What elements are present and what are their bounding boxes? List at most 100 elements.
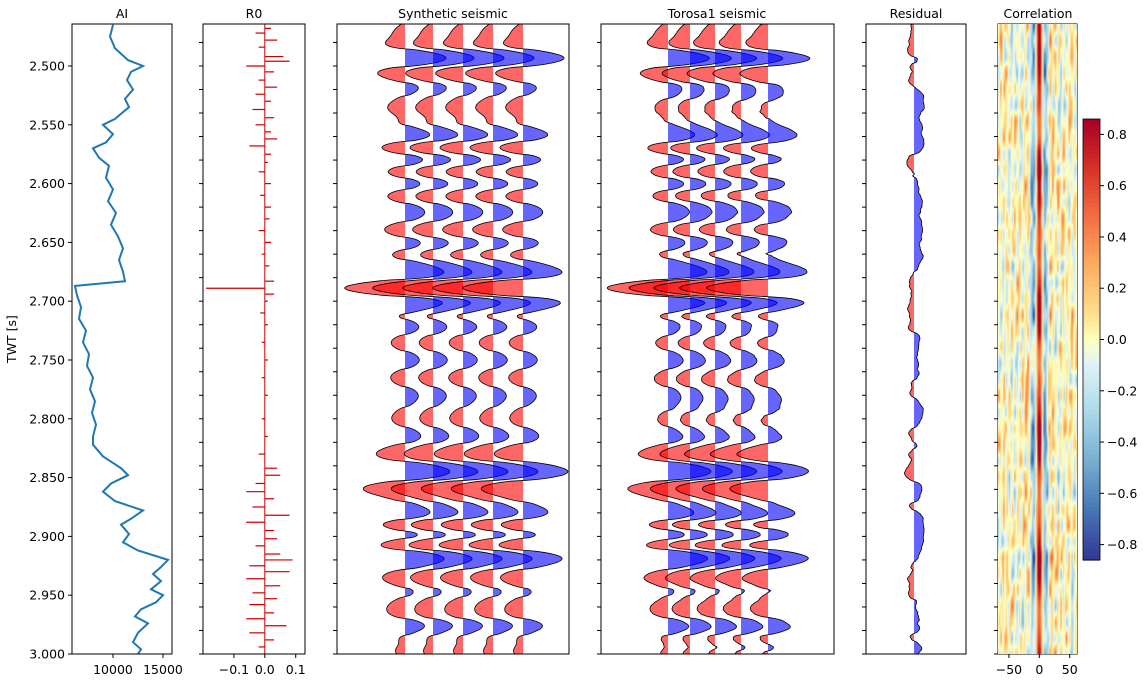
colorbar-segment bbox=[1083, 220, 1100, 226]
colorbar-segment bbox=[1083, 308, 1100, 314]
colorbar-segment bbox=[1083, 352, 1100, 358]
colorbar-segment bbox=[1083, 529, 1100, 535]
synthetic-trace-positive-fill bbox=[493, 24, 538, 654]
r0-title: R0 bbox=[246, 6, 263, 21]
colorbar-segment bbox=[1083, 242, 1100, 248]
colorbar-segment bbox=[1083, 264, 1100, 270]
colorbar-segment bbox=[1083, 432, 1100, 438]
x-tick-label: 10000 bbox=[93, 662, 133, 677]
colorbar-segment bbox=[1083, 445, 1100, 451]
torosa-trace-wiggle bbox=[628, 23, 733, 655]
synthetic-trace-wiggle bbox=[344, 23, 451, 655]
colorbar-segment bbox=[1083, 216, 1100, 222]
y-tick-label: 2.550 bbox=[29, 117, 65, 132]
synthetic-trace-wiggle bbox=[462, 23, 569, 655]
colorbar-segment bbox=[1083, 383, 1100, 389]
colorbar-tick-label: 0.0 bbox=[1107, 332, 1127, 347]
synthetic-trace-negative-fill bbox=[432, 24, 493, 655]
colorbar-segment bbox=[1083, 167, 1100, 173]
colorbar-segment bbox=[1083, 224, 1100, 230]
colorbar-segment bbox=[1083, 193, 1100, 199]
synthetic-trace-negative-fill bbox=[462, 24, 523, 655]
colorbar-segment bbox=[1083, 290, 1100, 296]
colorbar-segment bbox=[1083, 427, 1100, 433]
colorbar-segment bbox=[1083, 229, 1100, 235]
colorbar-segment bbox=[1083, 260, 1100, 266]
colorbar-segment bbox=[1083, 436, 1100, 442]
colorbar-tick-label: −0.4 bbox=[1107, 435, 1137, 450]
synthetic-trace-positive-fill bbox=[523, 24, 568, 654]
colorbar-segment bbox=[1083, 537, 1100, 543]
colorbar-segment bbox=[1083, 339, 1100, 345]
colorbar-segment bbox=[1083, 370, 1100, 376]
torosa-trace-wiggle bbox=[679, 23, 784, 655]
colorbar-segment bbox=[1083, 198, 1100, 204]
torosa-title: Torosa1 seismic bbox=[667, 6, 767, 21]
colorbar-segment bbox=[1083, 418, 1100, 424]
colorbar-segment bbox=[1083, 449, 1100, 455]
torosa-trace-negative-fill bbox=[607, 24, 668, 655]
y-tick-label: 2.650 bbox=[29, 235, 65, 250]
colorbar-segment bbox=[1083, 396, 1100, 402]
colorbar-segment bbox=[1083, 489, 1100, 495]
synthetic-trace-wiggle bbox=[372, 23, 479, 655]
colorbar-segment bbox=[1083, 493, 1100, 499]
colorbar-segment bbox=[1083, 520, 1100, 526]
colorbar-segment bbox=[1083, 551, 1100, 557]
torosa-trace-positive-fill bbox=[668, 24, 711, 654]
colorbar-segment bbox=[1083, 246, 1100, 252]
x-tick-label: 0.0 bbox=[255, 662, 275, 677]
ai-title: AI bbox=[116, 6, 128, 21]
colorbar-segment bbox=[1083, 189, 1100, 195]
colorbar-segment bbox=[1083, 286, 1100, 292]
colorbar-segment bbox=[1083, 304, 1100, 310]
colorbar-segment bbox=[1083, 414, 1100, 420]
colorbar-tick-label: −0.8 bbox=[1107, 537, 1137, 552]
torosa-trace-positive-fill bbox=[690, 24, 733, 654]
colorbar-segment bbox=[1083, 176, 1100, 182]
colorbar-tick-label: 0.8 bbox=[1107, 127, 1127, 142]
colorbar-segment bbox=[1083, 145, 1100, 151]
torosa-trace-positive-fill bbox=[715, 24, 757, 654]
colorbar-segment bbox=[1083, 326, 1100, 332]
colorbar-segment bbox=[1083, 136, 1100, 142]
axes-frame bbox=[71, 23, 173, 655]
torosa-trace-negative-fill bbox=[629, 24, 690, 655]
colorbar-segment bbox=[1083, 295, 1100, 301]
colorbar-segment bbox=[1083, 171, 1100, 177]
colorbar-segment bbox=[1083, 282, 1100, 288]
colorbar-segment bbox=[1083, 317, 1100, 323]
y-tick-label: 3.000 bbox=[29, 647, 65, 662]
colorbar-segment bbox=[1083, 458, 1100, 464]
axes-frame bbox=[202, 23, 306, 655]
colorbar-segment bbox=[1083, 321, 1100, 327]
y-tick-label: 2.600 bbox=[29, 176, 65, 191]
colorbar-segment bbox=[1083, 233, 1100, 239]
synthetic-trace-positive-fill bbox=[405, 24, 450, 654]
colorbar-segment bbox=[1083, 379, 1100, 385]
colorbar-segment bbox=[1083, 476, 1100, 482]
y-tick-label: 2.750 bbox=[29, 352, 65, 367]
synthetic-trace-negative-fill bbox=[372, 24, 433, 655]
colorbar-segment bbox=[1083, 401, 1100, 407]
colorbar-segment bbox=[1083, 502, 1100, 508]
torosa-trace-negative-fill bbox=[654, 24, 715, 655]
colorbar-segment bbox=[1083, 546, 1100, 552]
colorbar-segment bbox=[1083, 485, 1100, 491]
colorbar-segment bbox=[1083, 374, 1100, 380]
colorbar-segment bbox=[1083, 361, 1100, 367]
residual-trace-positive-fill bbox=[914, 24, 925, 655]
colorbar-segment bbox=[1083, 127, 1100, 133]
colorbar-segment bbox=[1083, 440, 1100, 446]
colorbar-segment bbox=[1083, 410, 1100, 416]
x-tick-label: 50 bbox=[1062, 662, 1078, 677]
synthetic-trace-negative-fill bbox=[402, 24, 463, 655]
colorbar-segment bbox=[1083, 149, 1100, 155]
y-tick-label: 2.800 bbox=[29, 411, 65, 426]
colorbar-segment bbox=[1083, 423, 1100, 429]
y-tick-label: 2.950 bbox=[29, 588, 65, 603]
y-tick-label: 2.500 bbox=[29, 58, 65, 73]
colorbar-segment bbox=[1083, 388, 1100, 394]
colorbar-segment bbox=[1083, 480, 1100, 486]
